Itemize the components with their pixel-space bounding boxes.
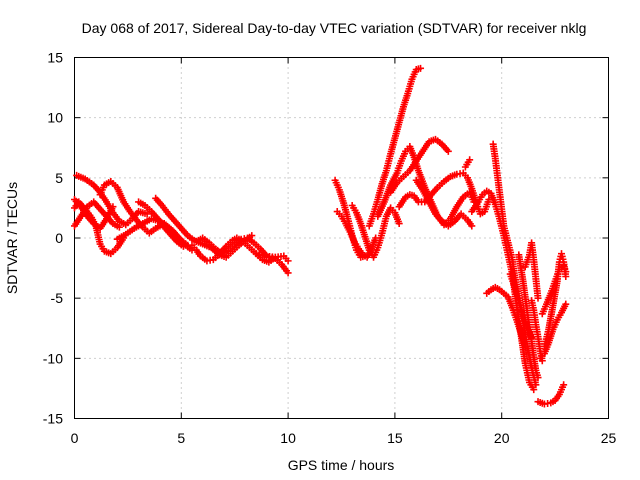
data-point xyxy=(534,374,542,382)
series-s26 xyxy=(521,239,542,302)
x-tick-label: 20 xyxy=(494,430,510,446)
data-point xyxy=(466,156,474,164)
series-s2 xyxy=(71,198,123,231)
x-tick-label: 25 xyxy=(601,430,617,446)
data-point xyxy=(562,268,570,276)
data-point xyxy=(534,294,542,302)
series-s12 xyxy=(331,176,369,261)
data-markers xyxy=(71,64,570,408)
data-point xyxy=(560,381,568,389)
data-point xyxy=(284,269,292,277)
data-point xyxy=(417,64,425,72)
data-point xyxy=(521,342,529,350)
series-s19 xyxy=(412,176,476,230)
chart-title: Day 068 of 2017, Sidereal Day-to-day VTE… xyxy=(82,20,587,36)
series-s15 xyxy=(365,64,425,230)
x-tick-label: 15 xyxy=(387,430,403,446)
y-tick-labels: -15 -10 -5 0 5 10 15 xyxy=(43,50,63,427)
series-s23 xyxy=(483,283,529,350)
series-s31 xyxy=(534,381,568,408)
data-point xyxy=(532,381,540,389)
x-tick-label: 0 xyxy=(71,430,79,446)
series-s25 xyxy=(515,251,542,382)
axis-ticks xyxy=(74,57,609,419)
data-point xyxy=(395,220,403,228)
x-axis-label: GPS time / hours xyxy=(288,457,395,473)
data-point xyxy=(468,222,476,230)
series-s14 xyxy=(348,202,403,261)
data-point xyxy=(530,386,538,394)
series-s18 xyxy=(395,169,493,218)
x-tick-labels: 0 5 10 15 20 25 xyxy=(71,430,617,446)
y-tick-label: 0 xyxy=(55,230,63,246)
data-point xyxy=(179,242,187,250)
y-tick-label: -15 xyxy=(43,411,63,427)
series-s11 xyxy=(252,250,292,277)
data-point xyxy=(444,147,452,155)
y-tick-label: -5 xyxy=(51,290,64,306)
data-point xyxy=(562,300,570,308)
y-tick-label: 15 xyxy=(47,50,63,66)
y-axis-label: SDTVAR / TECUs xyxy=(4,182,20,294)
series-s30 xyxy=(538,262,570,318)
x-tick-label: 5 xyxy=(177,430,185,446)
data-point xyxy=(115,223,123,231)
data-point xyxy=(284,257,292,265)
data-point xyxy=(143,210,151,218)
y-tick-label: 10 xyxy=(47,110,63,126)
x-tick-label: 10 xyxy=(280,430,296,446)
series-s17 xyxy=(387,135,452,196)
series-s20 xyxy=(461,156,474,171)
y-tick-label: -10 xyxy=(43,350,63,366)
y-tick-label: 5 xyxy=(55,170,63,186)
series-s7 xyxy=(135,198,187,250)
